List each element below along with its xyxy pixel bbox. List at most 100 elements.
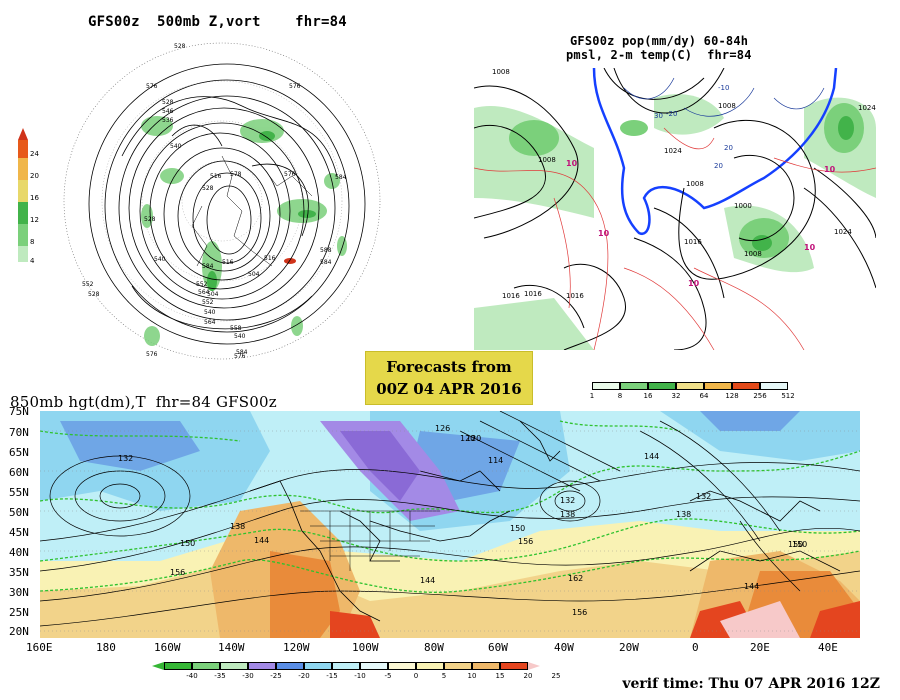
temp-label: 10 bbox=[804, 243, 816, 252]
height-label: 150 bbox=[788, 540, 803, 549]
temp-label: 10 bbox=[598, 229, 610, 238]
lat-label: 35N bbox=[9, 566, 29, 579]
contour-label: 528 bbox=[144, 216, 156, 223]
temp-label: 20 bbox=[724, 144, 733, 152]
precip-legend-label: 1 bbox=[589, 392, 595, 400]
temp-legend-label: 25 bbox=[551, 672, 561, 680]
contour-label: 528 bbox=[88, 291, 100, 298]
isobar-label: 1008 bbox=[538, 156, 556, 164]
temp-legend-label: 15 bbox=[495, 672, 505, 680]
panel-500mb-title: GFS00z 500mb Z,vort fhr=84 bbox=[88, 14, 347, 30]
lon-label: 20E bbox=[750, 641, 770, 654]
lat-label: 55N bbox=[9, 486, 29, 499]
height-label: 144 bbox=[644, 452, 659, 461]
legend-label: 20 bbox=[30, 172, 39, 180]
panel-850mb-map: 132 126 120 114 138 132 138 150 144 156 … bbox=[40, 411, 860, 638]
contour-label: 528 bbox=[174, 43, 186, 50]
temp-legend-label: -30 bbox=[242, 672, 254, 680]
lon-label: 180 bbox=[96, 641, 116, 654]
lat-label: 20N bbox=[9, 625, 29, 638]
panel-850mb-title: 850mb hgt(dm),T fhr=84 GFS00z bbox=[10, 393, 277, 411]
lon-label: 40E bbox=[818, 641, 838, 654]
temp-legend-label: 5 bbox=[441, 672, 447, 680]
lat-label: 70N bbox=[9, 426, 29, 439]
contour-label: 540 bbox=[170, 143, 182, 150]
height-label: 138 bbox=[560, 510, 575, 519]
temp-legend-label: -10 bbox=[354, 672, 366, 680]
contour-label: 552 bbox=[202, 299, 214, 306]
legend-label: 12 bbox=[30, 216, 39, 224]
panel-pop-title-line2: pmsl, 2-m temp(C) fhr=84 bbox=[566, 48, 752, 62]
height-label: 162 bbox=[568, 574, 583, 583]
contour-label: 528 bbox=[202, 185, 214, 192]
temp-label: 10 bbox=[824, 165, 836, 174]
height-label: 144 bbox=[420, 576, 435, 585]
lon-label: 20W bbox=[619, 641, 639, 654]
contour-label: 540 bbox=[154, 256, 166, 263]
contour-label: 576 bbox=[289, 83, 301, 90]
contour-label: 528 bbox=[162, 99, 174, 106]
contour-label: 576 bbox=[234, 353, 246, 360]
temp-label: 10 bbox=[566, 159, 578, 168]
precip-legend-label: 16 bbox=[643, 392, 653, 400]
temperature-legend: -40 -35 -30 -25 -20 -15 -10 -5 0 5 10 15… bbox=[152, 662, 584, 684]
temp-label: 30 bbox=[654, 112, 663, 120]
lon-label: 60W bbox=[488, 641, 508, 654]
contour-label: 546 bbox=[162, 108, 174, 115]
height-label: 150 bbox=[510, 524, 525, 533]
lon-label: 140W bbox=[218, 641, 245, 654]
temp-legend-label: -40 bbox=[186, 672, 198, 680]
height-label: 132 bbox=[696, 492, 711, 501]
contour-label: 516 bbox=[222, 259, 234, 266]
isobar-label: 1024 bbox=[664, 147, 682, 155]
isobar-label: 1016 bbox=[566, 292, 584, 300]
contour-label: 516 bbox=[264, 255, 276, 262]
lat-label: 75N bbox=[9, 405, 29, 418]
contour-label: 516 bbox=[210, 173, 222, 180]
temp-legend-label: 0 bbox=[413, 672, 419, 680]
lon-label: 160E bbox=[26, 641, 53, 654]
temp-legend-label: -20 bbox=[298, 672, 310, 680]
contour-label: 536 bbox=[162, 117, 174, 124]
contour-label: 564 bbox=[198, 289, 210, 296]
precip-legend: 1 8 16 32 64 128 256 512 bbox=[589, 382, 822, 404]
temp-label: 10 bbox=[688, 279, 700, 288]
panel-500mb-map: 528 576 576 584 528 546 536 540 528 516 … bbox=[63, 42, 381, 360]
forecast-line2: 00Z 04 APR 2016 bbox=[376, 380, 522, 398]
isobar-label: 1016 bbox=[524, 290, 542, 298]
contour-label: 540 bbox=[204, 309, 216, 316]
forecast-info-box: Forecasts from 00Z 04 APR 2016 bbox=[365, 351, 533, 405]
lat-label: 40N bbox=[9, 546, 29, 559]
lat-label: 50N bbox=[9, 506, 29, 519]
temp-legend-label: -5 bbox=[384, 672, 392, 680]
contour-label: 576 bbox=[146, 351, 158, 358]
temp-legend-label: 20 bbox=[523, 672, 533, 680]
isobar-label: 1008 bbox=[718, 102, 736, 110]
height-label: 138 bbox=[676, 510, 691, 519]
precip-legend-label: 32 bbox=[671, 392, 681, 400]
lat-label: 65N bbox=[9, 446, 29, 459]
height-label: 120 bbox=[460, 434, 475, 443]
height-label: 132 bbox=[560, 496, 575, 505]
isobar-label: 1016 bbox=[502, 292, 520, 300]
isobar-label: 1008 bbox=[744, 250, 762, 258]
contour-label: 552 bbox=[82, 281, 94, 288]
vorticity-legend: 24 20 16 12 8 4 bbox=[18, 128, 44, 268]
verification-time: verif time: Thu 07 APR 2016 12Z bbox=[622, 676, 880, 692]
temp-legend-label: -25 bbox=[270, 672, 282, 680]
lat-label: 25N bbox=[9, 606, 29, 619]
forecast-line1: Forecasts from bbox=[386, 358, 512, 376]
lat-label: 60N bbox=[9, 466, 29, 479]
contour-label: 584 bbox=[202, 263, 214, 270]
temp-label: -20 bbox=[666, 110, 677, 118]
precip-legend-label: 256 bbox=[753, 392, 767, 400]
height-label: 144 bbox=[254, 536, 269, 545]
panel-pop-title-line1: GFS00z pop(mm/dy) 60-84h bbox=[570, 34, 749, 48]
lon-label: 0 bbox=[692, 641, 699, 654]
legend-label: 16 bbox=[30, 194, 39, 202]
lon-label: 100W bbox=[352, 641, 379, 654]
contour-label: 578 bbox=[230, 171, 242, 178]
height-label: 114 bbox=[488, 456, 503, 465]
contour-label: 588 bbox=[320, 247, 332, 254]
contour-label: 584 bbox=[236, 349, 248, 356]
